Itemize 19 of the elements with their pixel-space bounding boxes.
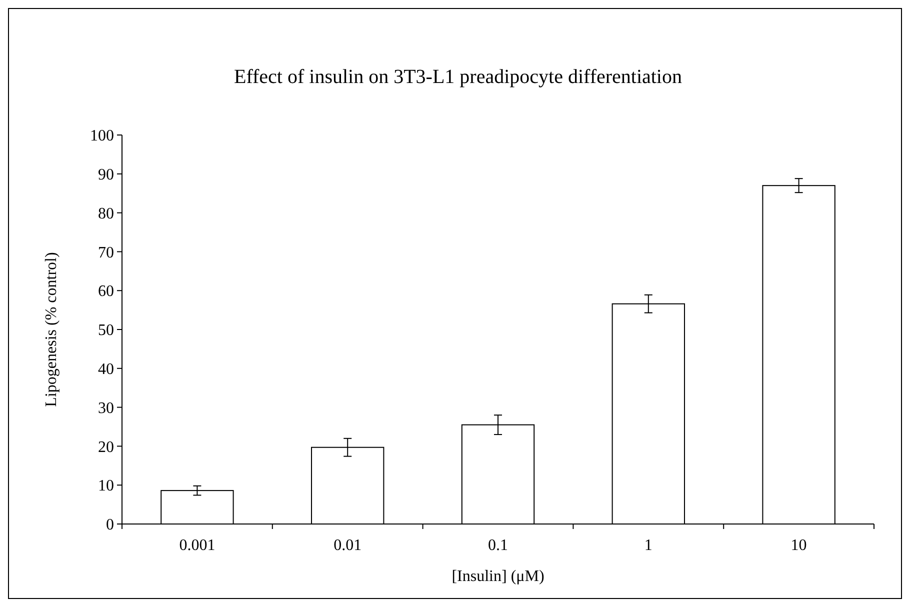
y-tick-label: 30 [98, 400, 114, 417]
x-tick-label: 10 [790, 537, 807, 554]
y-axis-title: Lipogenesis (% control) [43, 252, 60, 407]
y-tick-label: 10 [98, 478, 114, 495]
x-tick-label: 0.001 [179, 537, 216, 554]
chart-title: Effect of insulin on 3T3-L1 preadipocyte differentiation [234, 66, 682, 88]
y-tick-label: 0 [106, 516, 114, 534]
x-tick-label: 0.1 [488, 537, 508, 554]
y-tick-label: 40 [98, 361, 114, 378]
y-tick-label: 80 [98, 205, 114, 222]
y-tick-label: 50 [98, 322, 114, 340]
y-tick-label: 20 [98, 438, 114, 456]
y-tick-label: 100 [90, 128, 114, 145]
y-tick-label: 70 [98, 244, 114, 262]
y-tick-label: 60 [98, 283, 114, 300]
y-tick-label: 90 [98, 166, 114, 184]
x-axis-title: [Insulin] (μM) [452, 568, 544, 585]
x-tick-label: 0.01 [334, 537, 362, 554]
x-tick-label: 1 [644, 537, 652, 554]
